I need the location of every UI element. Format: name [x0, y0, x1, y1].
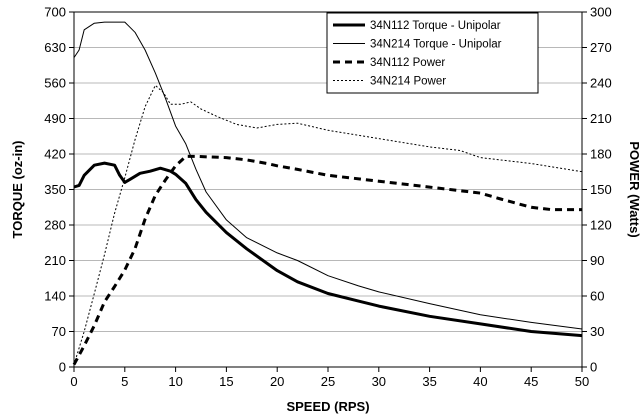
right-tick-label: 270	[590, 40, 612, 55]
right-axis-ticks: 0 30 60 90 120 150 180 210 240 270 300	[582, 5, 612, 375]
legend-label: 34N214 Torque - Unipolar	[370, 39, 502, 51]
x-tick-label: 35	[422, 374, 436, 389]
right-tick-label: 30	[590, 324, 604, 339]
left-tick-label: 70	[52, 324, 66, 339]
x-tick-label: 15	[219, 374, 233, 389]
series-line-1	[73, 161, 583, 338]
legend-label: 34N112 Power	[370, 57, 445, 69]
legend: 34N112 Torque - Unipolar 34N214 Torque - …	[326, 12, 539, 94]
left-tick-label: 0	[59, 360, 66, 375]
right-tick-label: 210	[590, 111, 612, 126]
x-axis-title: SPEED (RPS)	[286, 399, 369, 414]
left-axis-title: TORQUE (oz-in)	[10, 141, 25, 239]
legend-label: 34N214 Power	[370, 76, 446, 88]
x-tick-label: 50	[575, 374, 589, 389]
left-tick-label: 490	[44, 111, 66, 126]
right-tick-label: 150	[590, 182, 612, 197]
x-tick-label: 45	[524, 374, 538, 389]
x-tick-label: 40	[473, 374, 487, 389]
series-lines	[72, 21, 583, 366]
x-tick-label: 25	[321, 374, 335, 389]
left-axis-ticks: 0 70 140 210 280 350 420 490 560 630 700	[44, 5, 74, 375]
legend-label: 34N112 Torque - Unipolar	[370, 20, 501, 32]
left-tick-label: 420	[44, 147, 66, 162]
right-tick-label: 0	[590, 360, 597, 375]
right-tick-label: 60	[590, 289, 604, 304]
x-axis-ticks: 0 5 10 15 20 25 30 35 40 45 50	[70, 367, 589, 389]
left-tick-label: 630	[44, 40, 66, 55]
left-tick-label: 280	[44, 218, 66, 233]
left-tick-label: 700	[44, 5, 66, 20]
left-tick-label: 210	[44, 253, 66, 268]
right-tick-label: 180	[590, 147, 612, 162]
x-tick-label: 30	[372, 374, 386, 389]
x-tick-label: 0	[70, 374, 77, 389]
x-tick-label: 5	[121, 374, 128, 389]
left-tick-label: 350	[44, 182, 66, 197]
x-tick-label: 20	[270, 374, 284, 389]
x-tick-label: 10	[168, 374, 182, 389]
right-tick-label: 120	[590, 218, 612, 233]
right-axis-title: POWER (Watts)	[627, 141, 642, 237]
right-tick-label: 300	[590, 5, 612, 20]
left-tick-label: 140	[44, 289, 66, 304]
right-tick-label: 90	[590, 253, 604, 268]
right-tick-label: 240	[590, 76, 612, 91]
left-tick-label: 560	[44, 76, 66, 91]
